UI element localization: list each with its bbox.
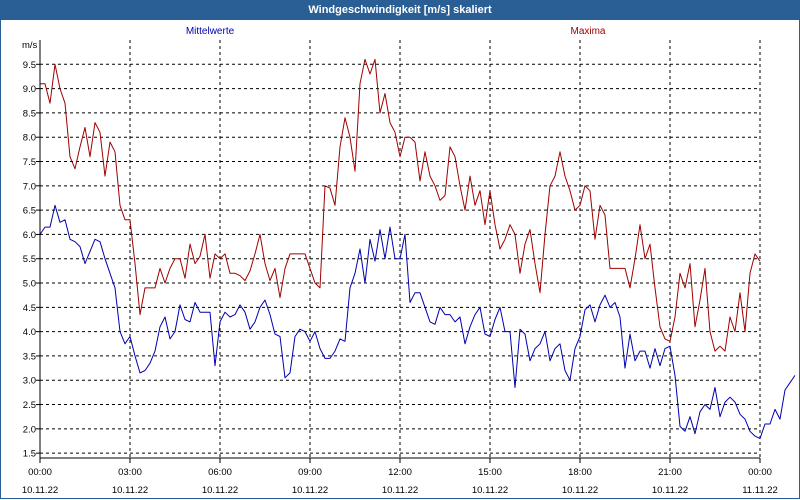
y-tick-label: 8.0: [23, 133, 36, 144]
series-line-maxima: [40, 58, 761, 352]
x-tick-time-label: 06:00: [208, 467, 232, 478]
y-tick-label: 9.0: [23, 84, 36, 95]
y-tick-label: 7.5: [23, 157, 36, 168]
x-tick-date-label: 10.11.22: [112, 485, 148, 496]
y-tick-label: 6.5: [23, 206, 36, 217]
y-tick-label: 9.5: [23, 60, 36, 71]
legend-mittelwerte: Mittelwerte: [186, 26, 235, 37]
y-tick-label: 8.5: [23, 108, 36, 119]
x-tick-time-label: 09:00: [298, 467, 322, 478]
x-tick-time-label: 00:00: [28, 467, 52, 478]
x-tick-date-label: 10.11.22: [22, 485, 58, 496]
series-group: [39, 58, 796, 440]
y-tick-label: 2.0: [23, 424, 36, 435]
x-tick-date-label: 10.11.22: [472, 485, 508, 496]
x-tick-date-label: 10.11.22: [382, 485, 418, 496]
tick-labels: 1.5 2.0 2.5 3.0 3.5 4.0 4.5 5.0 5.5 6.0 6.5 7.0 7.5 8…: [22, 60, 778, 496]
x-tick-time-label: 21:00: [658, 467, 682, 478]
x-tick-date-label: 11.11.22: [742, 485, 778, 496]
y-tick-label: 4.5: [23, 303, 36, 314]
y-tick-label: 3.5: [23, 351, 36, 362]
y-tick-label: 3.0: [23, 376, 36, 387]
y-tick-label: 6.0: [23, 230, 36, 241]
y-tick-label: 7.0: [23, 181, 36, 192]
x-tick-time-label: 12:00: [388, 467, 412, 478]
chart-title: Windgeschwindigkeit [m/s] skaliert: [0, 0, 800, 20]
y-tick-label: 5.5: [23, 254, 36, 265]
x-tick-time-label: 15:00: [478, 467, 502, 478]
series-line-mittelwerte: [39, 204, 796, 440]
y-tick-label: 1.5: [23, 449, 36, 460]
y-tick-label: 5.0: [23, 279, 36, 290]
x-tick-date-label: 10.11.22: [652, 485, 688, 496]
x-tick-date-label: 10.11.22: [292, 485, 328, 496]
y-axis-unit-label: m/s: [22, 40, 38, 51]
y-tick-label: 2.5: [23, 400, 36, 411]
x-tick-time-label: 18:00: [568, 467, 592, 478]
x-tick-time-label: 03:00: [118, 467, 142, 478]
legend-maxima: Maxima: [570, 26, 605, 37]
axes: [36, 40, 761, 463]
y-tick-label: 4.0: [23, 327, 36, 338]
x-tick-date-label: 10.11.22: [562, 485, 598, 496]
grid: [40, 40, 761, 458]
x-tick-date-label: 10.11.22: [202, 485, 238, 496]
x-tick-time-label: 00:00: [748, 467, 772, 478]
